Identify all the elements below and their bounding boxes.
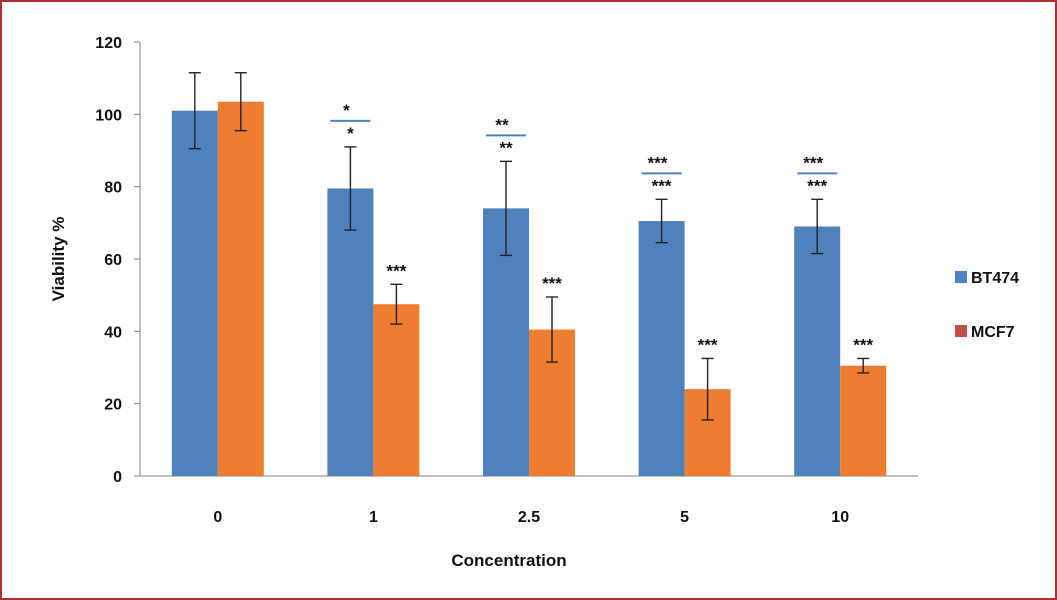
significance-label: *** <box>853 335 873 354</box>
comparison-label: * <box>343 101 350 120</box>
bar-bt474-10 <box>794 226 841 476</box>
y-tick-label: 40 <box>104 324 122 341</box>
bar-bt474-0 <box>171 110 218 476</box>
x-tick-label: 2.5 <box>518 509 540 526</box>
x-tick-label: 0 <box>213 509 222 526</box>
comparison-label: *** <box>803 153 823 172</box>
y-tick-label: 80 <box>104 180 122 197</box>
x-tick-label: 10 <box>831 509 849 526</box>
y-tick-label: 0 <box>113 469 122 486</box>
legend-label-mcf7: MCF7 <box>971 324 1015 341</box>
bar-mcf7-10 <box>840 365 887 476</box>
bar-bt474-1 <box>327 188 374 476</box>
significance-markers: ****** ************ ********* *** <box>330 101 874 354</box>
y-axis-title: Viability % <box>49 217 68 302</box>
significance-label: *** <box>807 176 827 195</box>
y-tick-label: 100 <box>95 107 122 124</box>
comparison-label: ** <box>495 115 509 134</box>
significance-label: *** <box>698 335 718 354</box>
chart-axes: 0 20 40 60 80 100 120 0 1 2.5 5 10 <box>95 35 918 526</box>
significance-label: * <box>347 124 354 143</box>
significance-label: *** <box>542 274 562 293</box>
bar-mcf7-0 <box>217 101 264 477</box>
x-axis-title: Concentration <box>451 551 566 570</box>
chart-bars <box>171 101 887 477</box>
legend: BT474 MCF7 <box>955 270 1019 341</box>
significance-label: *** <box>386 261 406 280</box>
legend-swatch-mcf7 <box>955 325 967 337</box>
bar-mcf7-1 <box>373 304 420 476</box>
legend-swatch-bt474 <box>955 271 967 283</box>
significance-label: ** <box>499 138 513 157</box>
legend-label-bt474: BT474 <box>971 270 1019 287</box>
significance-label: *** <box>652 176 672 195</box>
bar-bt474-5 <box>638 221 685 476</box>
x-tick-label: 5 <box>680 509 689 526</box>
y-tick-label: 60 <box>104 252 122 269</box>
y-tick-label: 20 <box>104 397 122 414</box>
comparison-label: *** <box>648 153 668 172</box>
y-tick-label: 120 <box>95 35 122 52</box>
error-bars <box>188 72 870 421</box>
x-tick-label: 1 <box>369 509 378 526</box>
